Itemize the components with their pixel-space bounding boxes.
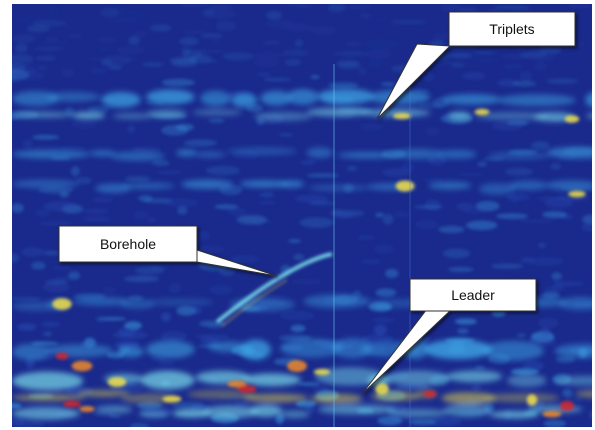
reflection-hotspots — [52, 108, 586, 418]
leader-label: Leader — [451, 287, 495, 303]
triplets-label: Triplets — [489, 21, 534, 37]
borehole-label: Borehole — [100, 236, 156, 252]
leader-callout — [361, 278, 537, 395]
triplets-callout — [376, 11, 576, 120]
gpr-radargram-image: Triplets Borehole Leader — [12, 4, 592, 427]
borehole-reflection — [215, 252, 333, 327]
borehole-callout — [58, 225, 278, 277]
